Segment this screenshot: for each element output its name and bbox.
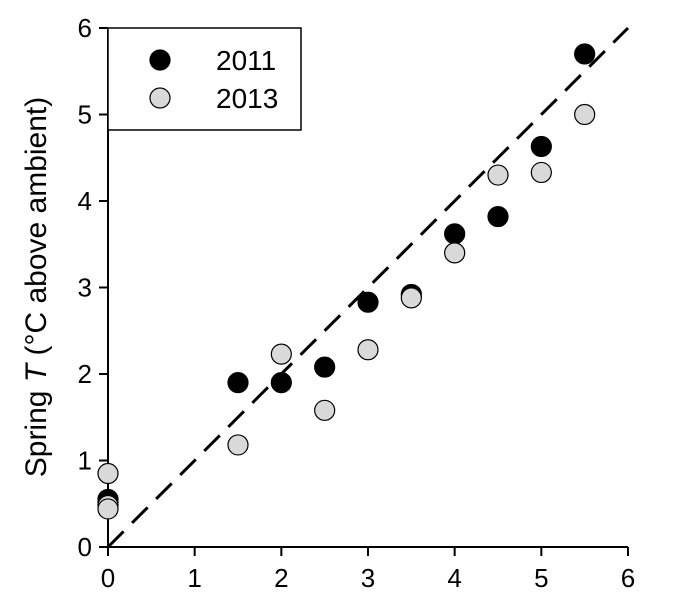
data-point-2013 (487, 164, 509, 186)
data-point-2013 (574, 103, 596, 126)
y-tick-label: 4 (78, 186, 92, 216)
y-tick-label: 1 (78, 446, 92, 476)
data-point-2011 (487, 205, 509, 228)
y-tick-label: 5 (78, 100, 92, 130)
reference-line-1to1 (106, 26, 630, 549)
data-point-2011 (270, 372, 292, 394)
x-tick-label: 6 (621, 563, 635, 593)
y-axis-label-suffix: (°C above ambient) (20, 97, 53, 364)
data-point-2013 (97, 498, 119, 520)
legend-marker-2011 (149, 49, 171, 71)
x-tick-label: 2 (274, 563, 288, 593)
data-points (97, 43, 596, 520)
data-point-2013 (270, 343, 292, 365)
x-tick-label: 3 (361, 563, 375, 593)
y-axis-label-variable: T (20, 361, 53, 382)
data-point-2011 (530, 135, 552, 158)
data-point-2011 (227, 372, 249, 394)
x-tick-label: 4 (447, 563, 461, 593)
y-tick-label: 3 (78, 273, 92, 303)
data-point-2013 (357, 339, 379, 361)
axes: 0 1 2 3 4 5 6 0 1 2 3 4 5 6 (78, 13, 636, 593)
legend-box (107, 27, 302, 131)
data-point-2011 (314, 356, 336, 378)
y-tick-label: 2 (78, 359, 92, 389)
y-tick-label: 0 (78, 532, 92, 562)
data-point-2011 (574, 43, 596, 65)
y-tick-label: 6 (78, 13, 92, 43)
data-point-2013 (314, 399, 336, 421)
data-point-2011 (357, 291, 379, 313)
data-point-2013 (530, 161, 552, 184)
legend-label-2011: 2011 (216, 45, 276, 76)
series-2013 (97, 103, 596, 520)
x-tick-label: 5 (534, 563, 548, 593)
legend-marker-2013 (149, 87, 171, 109)
legend: 2011 2013 (107, 27, 302, 131)
data-point-2013 (444, 242, 466, 264)
x-tick-label: 1 (187, 563, 201, 593)
x-tick-label: 0 (101, 563, 115, 593)
legend-label-2013: 2013 (216, 83, 278, 114)
data-point-2011 (444, 223, 466, 245)
y-axis-label-prefix: Spring (20, 382, 53, 477)
y-axis-label: Spring T (°C above ambient) (20, 97, 53, 478)
data-point-2013 (400, 287, 422, 309)
reference-line-group (106, 26, 630, 549)
data-point-2013 (227, 434, 249, 456)
data-point-2013 (97, 462, 119, 485)
